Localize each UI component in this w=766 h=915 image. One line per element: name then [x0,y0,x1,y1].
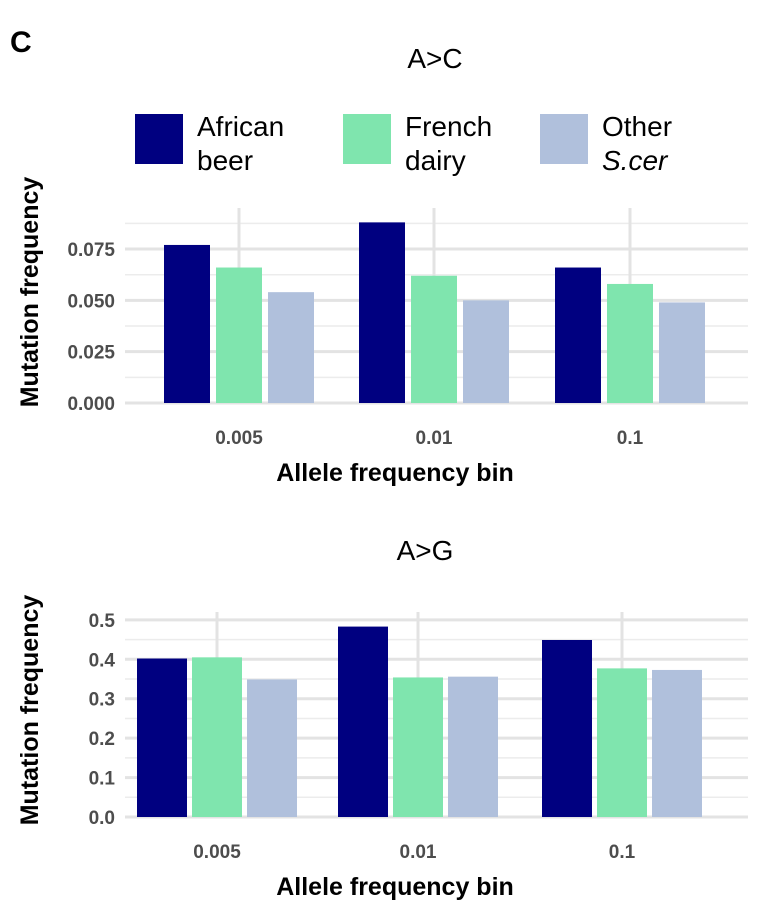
legend-label: Other [602,111,672,142]
bar-african-beer [137,658,187,817]
bar-other-s-cer [659,302,705,403]
y-tick-label: 0.5 [89,611,116,632]
bar-african-beer [338,626,388,817]
y-tick-label: 0.4 [89,650,116,671]
y-tick-label: 0.1 [89,769,116,790]
y-axis-label: Mutation frequency [16,177,44,408]
x-tick-label: 0.005 [215,428,263,449]
bar-french-dairy [192,657,242,817]
legend-swatch [135,114,183,164]
legend-swatch [343,114,391,164]
legend-label: dairy [405,145,466,176]
x-tick-label: 0.01 [400,842,437,863]
bar-french-dairy [216,267,262,403]
chart-a-to-c: 0.000 0.025 0.050 0.075 0.005 0.01 0.1 A>C Allel… [16,43,748,487]
y-tick-label: 0.3 [89,690,115,711]
bar-french-dairy [597,668,647,817]
y-tick-label: 0.025 [67,343,115,364]
chart-a-to-g: 0.0 0.1 0.2 0.3 0.4 0.5 0.005 0.01 0.1 A>G Allele … [16,535,748,901]
legend-label: S.cer [602,145,669,176]
bar-other-s-cer [247,679,297,817]
x-axis-label: Allele frequency bin [276,459,514,487]
x-tick-label: 0.1 [617,428,644,449]
panel-label: C [10,26,32,59]
x-axis-label: Allele frequency bin [276,873,514,901]
legend-label: beer [197,145,253,176]
y-axis-label: Mutation frequency [16,595,44,826]
bar-other-s-cer [448,676,498,817]
bar-african-beer [359,222,405,403]
bar-african-beer [542,639,592,817]
bar-french-dairy [607,283,653,403]
legend-label: African [197,111,284,142]
y-tick-label: 0.050 [67,291,115,312]
y-tick-label: 0.000 [67,394,115,415]
legend-label: French [405,111,492,142]
legend-swatch [540,114,588,164]
bar-french-dairy [393,677,443,817]
x-tick-label: 0.1 [609,842,636,863]
chart-title: A>G [397,535,454,566]
y-tick-label: 0.0 [89,808,115,829]
bar-african-beer [164,244,210,403]
x-tick-label: 0.005 [193,842,241,863]
y-tick-label: 0.075 [67,240,115,261]
chart-title: A>C [407,43,462,74]
x-tick-label: 0.01 [416,428,453,449]
bar-other-s-cer [463,300,509,403]
bar-french-dairy [411,275,457,403]
bar-other-s-cer [652,669,702,817]
bar-other-s-cer [268,292,314,403]
bar-african-beer [555,267,601,403]
y-tick-label: 0.2 [89,729,115,750]
